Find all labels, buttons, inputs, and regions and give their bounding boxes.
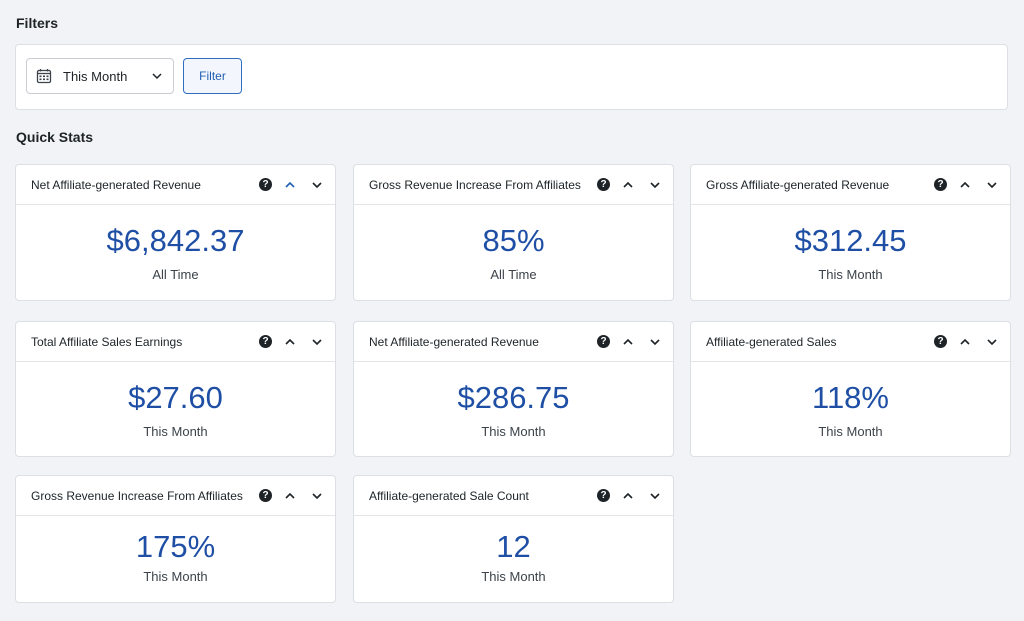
stat-card-title: Gross Revenue Increase From Affiliates [369,177,581,192]
stat-card-title: Net Affiliate-generated Revenue [369,334,539,349]
stat-card-value: 12 [496,529,531,564]
move-down-icon[interactable] [985,335,999,349]
move-up-icon[interactable] [283,178,297,192]
stat-card: Total Affiliate Sales Earnings ? $27.60 … [15,321,336,457]
stat-card-value: 118% [812,380,889,415]
stat-card-period: All Time [152,267,199,282]
move-down-icon[interactable] [310,489,324,503]
move-up-icon[interactable] [283,335,297,349]
move-down-icon[interactable] [648,489,662,503]
filters-heading: Filters [16,15,59,31]
stat-card-period: This Month [143,424,208,439]
stat-card-period: This Month [818,267,883,282]
move-up-icon[interactable] [958,335,972,349]
move-down-icon[interactable] [648,335,662,349]
date-range-select[interactable]: This Month [26,58,174,94]
stat-card-header: Gross Affiliate-generated Revenue ? [691,165,1010,205]
help-icon[interactable]: ? [934,335,947,348]
help-icon[interactable]: ? [597,489,610,502]
stat-card-header: Net Affiliate-generated Revenue ? [354,322,673,362]
stat-card-title: Gross Revenue Increase From Affiliates [31,488,243,503]
stat-card-header: Affiliate-generated Sale Count ? [354,476,673,516]
move-up-icon[interactable] [958,178,972,192]
stat-card-period: This Month [481,424,546,439]
stat-card-value: $312.45 [794,223,907,258]
stat-card-value: $27.60 [128,380,223,415]
move-down-icon[interactable] [310,178,324,192]
move-down-icon[interactable] [310,335,324,349]
help-icon[interactable]: ? [259,335,272,348]
help-icon[interactable]: ? [259,178,272,191]
stat-card: Net Affiliate-generated Revenue ? $286.7… [353,321,674,457]
stat-card-value: 175% [135,529,216,564]
stat-card-title: Net Affiliate-generated Revenue [31,177,201,192]
stat-card-period: This Month [818,424,883,439]
stat-card-header: Affiliate-generated Sales ? [691,322,1010,362]
stat-card: Gross Revenue Increase From Affiliates ?… [353,164,674,301]
calendar-icon [36,68,52,84]
move-up-icon[interactable] [283,489,297,503]
filter-button[interactable]: Filter [183,58,242,94]
move-up-icon[interactable] [621,178,635,192]
move-down-icon[interactable] [985,178,999,192]
stat-card-period: This Month [481,569,546,584]
help-icon[interactable]: ? [934,178,947,191]
stat-card-header: Net Affiliate-generated Revenue ? [16,165,335,205]
stat-card-header: Gross Revenue Increase From Affiliates ? [16,476,335,516]
stat-card-title: Affiliate-generated Sale Count [369,488,529,503]
chevron-down-icon [151,70,163,82]
stat-card-header: Total Affiliate Sales Earnings ? [16,322,335,362]
stat-card-title: Gross Affiliate-generated Revenue [706,177,890,192]
help-icon[interactable]: ? [259,489,272,502]
stat-card-title: Total Affiliate Sales Earnings [31,334,183,349]
stat-card-period: This Month [143,569,208,584]
stat-card: Gross Affiliate-generated Revenue ? $312… [690,164,1011,301]
move-up-icon[interactable] [621,489,635,503]
move-up-icon[interactable] [621,335,635,349]
date-range-value: This Month [63,68,128,84]
stat-card: Affiliate-generated Sales ? 118% This Mo… [690,321,1011,457]
stat-card-period: All Time [490,267,537,282]
stat-card-title: Affiliate-generated Sales [706,334,837,349]
help-icon[interactable]: ? [597,335,610,348]
filters-panel: This Month Filter [15,44,1008,110]
move-down-icon[interactable] [648,178,662,192]
stat-card-header: Gross Revenue Increase From Affiliates ? [354,165,673,205]
help-icon[interactable]: ? [597,178,610,191]
stat-card: Net Affiliate-generated Revenue ? $6,842… [15,164,336,301]
stat-card: Affiliate-generated Sale Count ? 12 This… [353,475,674,603]
stat-card-value: $286.75 [457,380,570,415]
quick-stats-heading: Quick Stats [16,129,94,145]
stat-card-value: $6,842.37 [106,223,245,258]
stat-card: Gross Revenue Increase From Affiliates ?… [15,475,336,603]
stat-card-value: 85% [482,223,545,258]
